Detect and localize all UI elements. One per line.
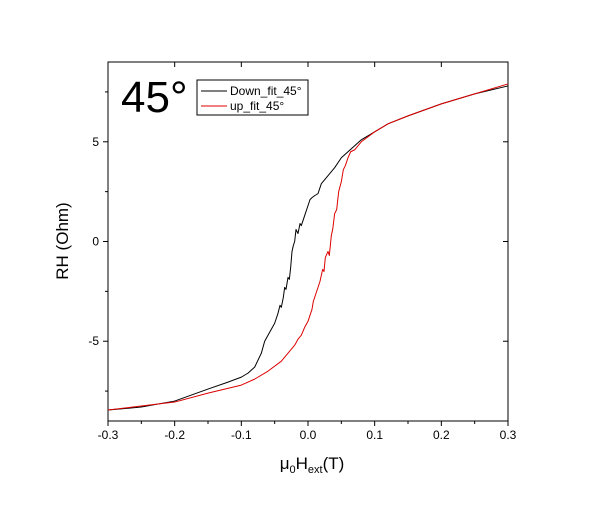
y-axis: -5 0 5 [88, 91, 508, 392]
legend-label-up: up_fit_45° [230, 99, 284, 113]
series-line-1 [107, 83, 509, 411]
x-axis: -0.3 -0.2 -0.1 0.0 0.1 0.2 0.3 [98, 62, 517, 442]
y-axis-title: RH (Ohm) [53, 202, 72, 279]
y-tick-label: -5 [88, 334, 99, 348]
series-line-0 [107, 85, 509, 411]
x-tick-label: 0.3 [500, 428, 517, 442]
x-tick-label: 0.1 [366, 428, 383, 442]
angle-annotation: 45° [121, 73, 188, 122]
x-tick-label: 0.0 [300, 428, 317, 442]
x-tick-label: -0.2 [164, 428, 185, 442]
series-layer [107, 83, 509, 411]
x-axis-title: μ0Hext(T) [280, 454, 345, 476]
legend-label-down: Down_fit_45° [230, 84, 302, 98]
x-tick-label: -0.1 [231, 428, 252, 442]
x-tick-label: -0.3 [98, 428, 119, 442]
legend: Down_fit_45° up_fit_45° [196, 79, 309, 116]
y-tick-label: 0 [92, 235, 99, 249]
y-tick-label: 5 [92, 135, 99, 149]
legend-box [196, 79, 309, 116]
x-tick-label: 0.2 [433, 428, 450, 442]
